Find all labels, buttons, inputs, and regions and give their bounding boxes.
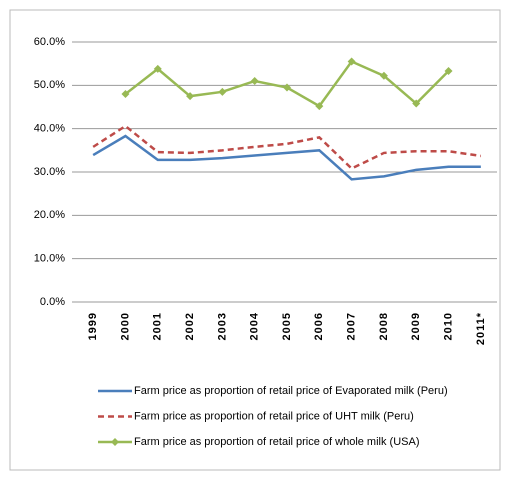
legend-marker (111, 438, 119, 446)
y-tick-label: 60.0% (34, 36, 65, 48)
x-tick-label: 2005 (281, 312, 293, 340)
series-line (92, 124, 482, 171)
x-tick-label: 2004 (249, 312, 261, 340)
y-tick-label: 0.0% (40, 296, 65, 308)
legend-label: Farm price as proportion of retail price… (134, 410, 414, 422)
y-tick-label: 20.0% (34, 209, 65, 221)
legend-label: Farm price as proportion of retail price… (134, 385, 448, 397)
point-marker (218, 87, 227, 96)
point-marker (444, 67, 453, 76)
point-marker (379, 71, 388, 80)
x-tick-label: 2003 (216, 312, 228, 340)
point-marker (412, 99, 421, 108)
y-tick-label: 10.0% (34, 253, 65, 265)
x-tick-label: 1999 (87, 312, 99, 340)
x-tick-label: 2011* (475, 312, 487, 345)
point-marker (153, 64, 162, 73)
y-tick-label: 30.0% (34, 166, 65, 178)
point-marker (315, 102, 324, 111)
point-marker (250, 77, 259, 85)
point-marker (121, 90, 130, 98)
x-tick-label: 2000 (119, 312, 131, 340)
y-tick-label: 40.0% (34, 123, 65, 135)
legend-label: Farm price as proportion of retail price… (134, 436, 419, 448)
y-tick-label: 50.0% (34, 79, 65, 91)
series-line (92, 134, 481, 181)
x-tick-label: 2006 (313, 312, 325, 340)
point-marker (186, 92, 195, 101)
chart-border (9, 9, 501, 471)
x-tick-label: 2007 (346, 312, 358, 340)
x-tick-label: 2001 (152, 312, 164, 340)
x-tick-label: 2010 (442, 312, 454, 340)
point-marker (283, 83, 291, 92)
x-tick-label: 2002 (184, 312, 196, 340)
x-tick-label: 2009 (410, 312, 422, 340)
point-marker (347, 57, 356, 66)
x-tick-label: 2008 (378, 312, 390, 340)
